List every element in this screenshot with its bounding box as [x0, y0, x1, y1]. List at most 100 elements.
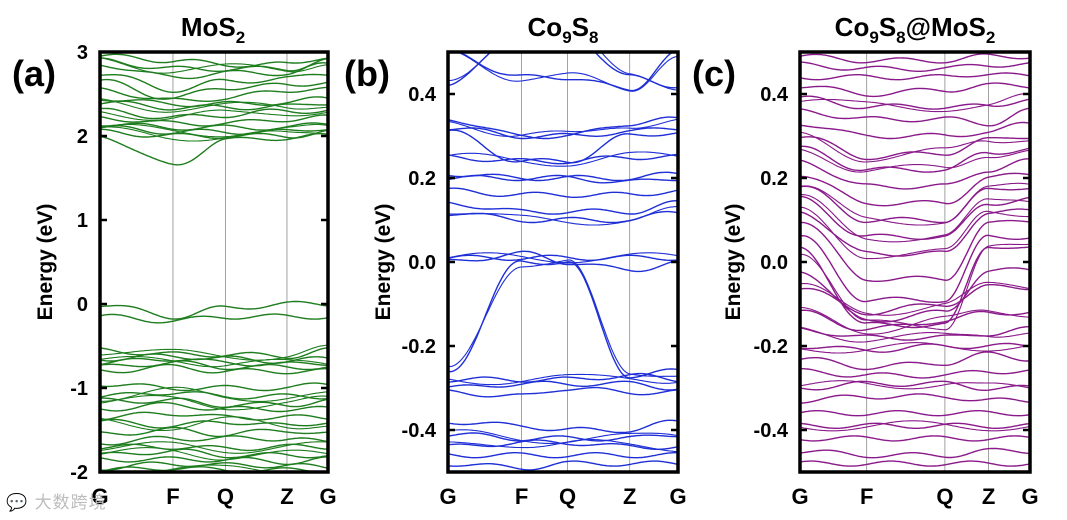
band-line — [448, 129, 678, 164]
band-line — [800, 284, 1030, 316]
band-line — [448, 372, 678, 383]
band-line — [448, 116, 678, 140]
bubble-icon: 💬 — [6, 493, 29, 513]
band-line — [800, 131, 1030, 163]
band-line — [448, 386, 678, 398]
panel-label: (a) — [12, 53, 56, 94]
title-subscript: 2 — [986, 28, 995, 47]
band-line — [448, 373, 678, 386]
panel-label: (c) — [692, 53, 736, 94]
band-line — [100, 363, 328, 375]
band-line — [100, 461, 328, 471]
chart-title: MoS2​ — [181, 12, 245, 47]
band-line — [100, 122, 328, 131]
band-line — [448, 260, 678, 379]
title-subscript: 2 — [236, 28, 245, 47]
band-line — [100, 86, 328, 102]
band-line — [100, 355, 328, 368]
band-line — [100, 53, 328, 68]
band-line — [800, 61, 1030, 72]
band-line — [800, 380, 1030, 390]
x-tick-label: G — [319, 484, 336, 509]
title-subscript: 8 — [896, 28, 905, 47]
band-line — [800, 309, 1030, 332]
band-line — [800, 185, 1030, 224]
y-tick-label: 3 — [77, 42, 88, 64]
band-line — [100, 96, 328, 108]
band-line — [448, 380, 678, 391]
y-tick-label: 0.2 — [760, 168, 788, 190]
x-tick-label: G — [669, 484, 686, 509]
band-line — [100, 57, 328, 72]
x-tick-label: Q — [559, 484, 576, 509]
y-tick-label: 0 — [77, 294, 88, 316]
x-tick-label: F — [860, 484, 873, 509]
band-line — [100, 464, 328, 472]
band-line — [800, 246, 1030, 329]
band-line — [100, 448, 328, 459]
band-line — [448, 118, 678, 137]
band-line — [800, 95, 1030, 110]
band-line — [448, 254, 678, 261]
band-line — [448, 187, 678, 198]
band-line — [100, 382, 328, 392]
band-line — [800, 342, 1030, 353]
band-line — [100, 57, 328, 74]
band-line — [800, 420, 1030, 432]
band-line — [100, 109, 328, 121]
band-line — [800, 380, 1030, 391]
band-line — [100, 313, 328, 324]
x-tick-label: Z — [280, 484, 293, 509]
band-line — [448, 199, 678, 215]
band-line — [800, 172, 1030, 207]
band-line — [448, 52, 678, 91]
bands-group — [100, 53, 328, 472]
band-line — [800, 121, 1030, 140]
band-line — [100, 386, 328, 402]
title-subscript: 9 — [562, 28, 571, 47]
band-line — [800, 148, 1030, 173]
band-line — [800, 422, 1030, 429]
bands-group — [448, 52, 678, 471]
x-tick-label: F — [515, 484, 528, 509]
band-line — [448, 259, 678, 377]
band-line — [800, 368, 1030, 379]
band-line — [100, 123, 328, 138]
watermark-text: 大数跨境 — [34, 493, 107, 513]
y-tick-label: 0.0 — [408, 252, 436, 274]
band-line — [100, 347, 328, 360]
band-line — [800, 208, 1030, 257]
band-line — [448, 171, 678, 182]
title-subscript: 9 — [869, 28, 878, 47]
band-line — [448, 153, 678, 165]
band-line — [800, 136, 1030, 161]
band-line — [800, 460, 1030, 467]
band-line — [800, 206, 1030, 260]
title-text: S — [879, 12, 896, 42]
band-line — [800, 393, 1030, 404]
band-line — [800, 447, 1030, 459]
band-line — [100, 133, 328, 166]
title-subscript: 8 — [589, 28, 598, 47]
panel-2: -0.4 -0.2 0.0 0.2 0.4 G F Q Z G Energy (eV) (b) Co9​… — [344, 12, 687, 509]
band-line — [800, 219, 1030, 282]
y-tick-label: -0.2 — [402, 336, 436, 358]
plot-frame — [446, 50, 680, 474]
band-line — [100, 411, 328, 421]
band-line — [100, 426, 328, 438]
watermark: 💬 大数跨境 — [6, 488, 107, 513]
y-tick-label: -2 — [70, 462, 88, 484]
band-line — [800, 351, 1030, 371]
band-line — [800, 92, 1030, 113]
y-tick-label: -0.4 — [754, 420, 789, 442]
y-tick-label: 0.4 — [408, 84, 437, 106]
band-line — [800, 342, 1030, 354]
title-text: MoS — [181, 12, 236, 42]
chart-title: Co9​S8​ — [528, 12, 599, 47]
band-line — [448, 151, 678, 167]
band-line — [448, 250, 678, 273]
band-line — [100, 397, 328, 408]
x-tick-label: Z — [982, 484, 995, 509]
y-tick-label: -1 — [70, 378, 88, 400]
